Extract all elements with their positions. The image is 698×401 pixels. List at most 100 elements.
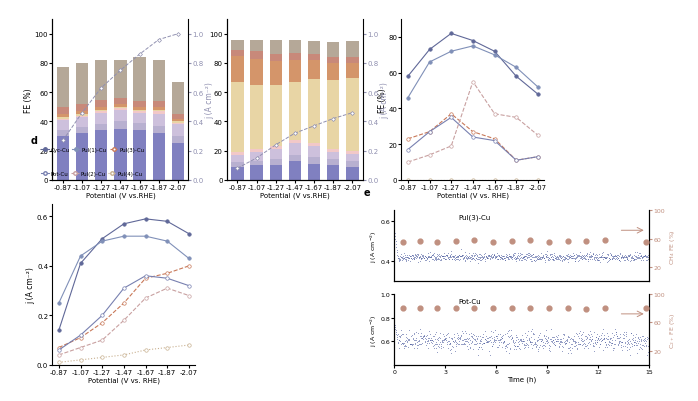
- Pul(3)-Cu: [403, 137, 412, 142]
- Point: [595, 332, 607, 339]
- Point: [433, 341, 444, 347]
- Point: [630, 342, 641, 348]
- Point: [602, 252, 614, 258]
- Point: [478, 253, 489, 259]
- Point: [489, 336, 500, 342]
- Point: [403, 255, 415, 261]
- Point: [614, 257, 625, 263]
- Point: [466, 253, 477, 259]
- Point: [573, 341, 584, 347]
- Point: [530, 257, 542, 263]
- Point: [512, 254, 523, 260]
- Point: [560, 255, 571, 261]
- Point: [519, 345, 530, 351]
- Point: [391, 331, 402, 337]
- Point: [577, 342, 588, 348]
- Point: [610, 253, 621, 259]
- Pul(4)-Cu: [163, 345, 172, 350]
- Point: [397, 239, 408, 245]
- Point: [500, 257, 511, 263]
- Point: [565, 346, 576, 353]
- Point: [547, 253, 558, 259]
- Point: [584, 341, 595, 348]
- Point: [553, 344, 564, 351]
- Point: [501, 252, 512, 259]
- Point: [484, 334, 496, 340]
- Pul(3)-Cu: [512, 158, 521, 163]
- Point: [547, 256, 558, 262]
- Bar: [289, 83, 301, 141]
- Point: [471, 253, 482, 259]
- Point: [421, 255, 432, 261]
- Point: [636, 346, 647, 352]
- Point: [639, 337, 651, 344]
- Cyc-Cu: [491, 50, 499, 55]
- Point: [514, 346, 526, 352]
- Point: [453, 338, 464, 344]
- Point: [588, 328, 600, 335]
- Point: [546, 256, 557, 262]
- Point: [491, 333, 502, 340]
- Point: [577, 341, 588, 348]
- Point: [584, 332, 595, 338]
- Point: [448, 334, 459, 340]
- Pul(1)-Cu: [98, 239, 106, 244]
- Point: [583, 340, 594, 346]
- Point: [502, 330, 513, 337]
- Point: [632, 254, 644, 261]
- Point: [534, 344, 545, 350]
- Point: [551, 336, 563, 342]
- Point: [621, 338, 632, 344]
- Point: [560, 341, 571, 348]
- Point: [468, 332, 480, 338]
- Bar: [57, 137, 69, 180]
- Point: [517, 336, 528, 342]
- Point: [503, 256, 514, 262]
- Bar: [95, 113, 107, 125]
- Point: [531, 338, 542, 344]
- Point: [464, 345, 475, 352]
- Bar: [114, 107, 126, 109]
- Point: [496, 335, 507, 342]
- Point: [516, 337, 527, 344]
- Cyc-Cu: [403, 75, 412, 79]
- Point: [420, 342, 431, 348]
- Point: [565, 253, 577, 260]
- Point: [604, 336, 616, 342]
- Point: [643, 253, 654, 259]
- Point: [458, 340, 469, 347]
- Point: [525, 305, 536, 312]
- Point: [512, 339, 524, 346]
- Bar: [251, 162, 262, 166]
- Point: [621, 254, 632, 260]
- Point: [625, 255, 637, 262]
- Point: [512, 336, 524, 342]
- Point: [574, 249, 586, 256]
- Point: [536, 255, 547, 262]
- Point: [411, 255, 422, 262]
- Point: [465, 333, 476, 340]
- Point: [587, 250, 598, 257]
- Point: [447, 343, 458, 349]
- Point: [412, 251, 423, 257]
- Point: [613, 338, 624, 344]
- Bar: [114, 61, 126, 99]
- Point: [611, 255, 623, 261]
- Point: [507, 251, 519, 257]
- Point: [510, 343, 521, 349]
- Point: [492, 344, 503, 350]
- Point: [599, 332, 610, 338]
- Point: [406, 252, 417, 258]
- Point: [440, 336, 451, 342]
- Point: [537, 342, 548, 349]
- Point: [468, 341, 480, 348]
- Point: [414, 332, 425, 339]
- Point: [569, 255, 580, 261]
- Point: [452, 253, 463, 260]
- Point: [632, 254, 643, 260]
- Pul(1)-Cu: [447, 50, 455, 55]
- Point: [482, 338, 493, 344]
- Point: [542, 340, 553, 346]
- Point: [443, 255, 454, 261]
- Point: [518, 338, 529, 344]
